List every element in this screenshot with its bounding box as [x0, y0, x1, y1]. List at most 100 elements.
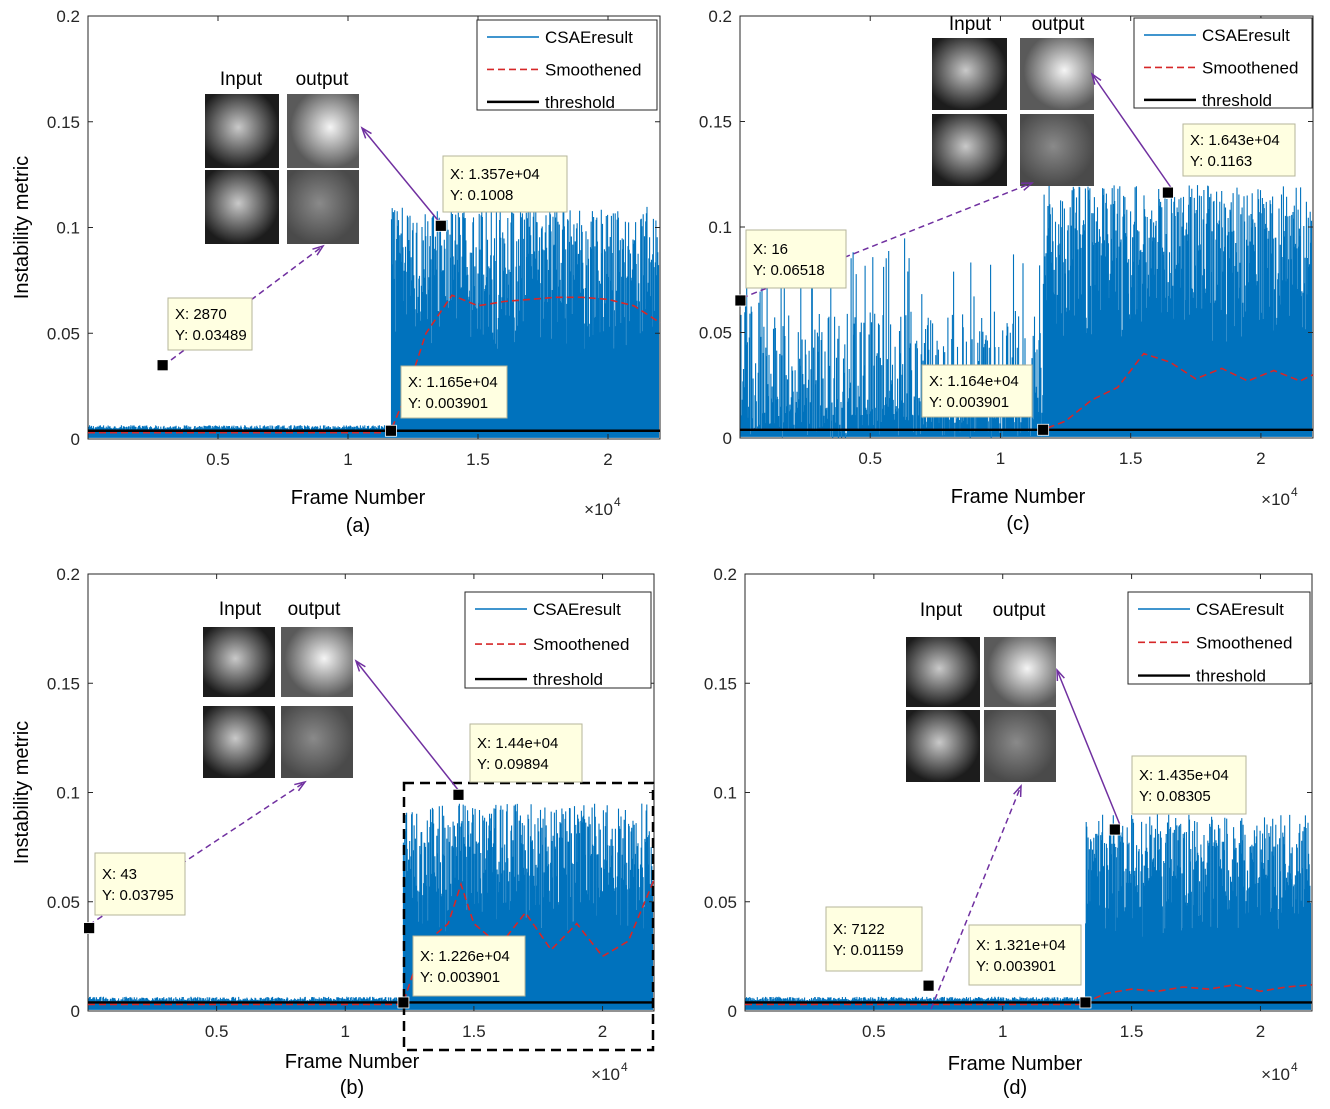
inset-label-output: output [296, 69, 350, 90]
datatip-box [412, 935, 526, 997]
y-axis-label: Instability metric [11, 721, 33, 864]
datatip-y: Y: 0.01159 [833, 942, 904, 959]
datatip-x: X: 2870 [175, 306, 227, 323]
datatip-box [745, 229, 847, 289]
x-tick-label: 0.5 [206, 450, 230, 469]
arrow-head [1056, 667, 1065, 682]
panel-caption: (b) [340, 1077, 364, 1099]
x-tick-label: 2 [1256, 449, 1265, 468]
y-tick-label: 0.05 [704, 893, 737, 912]
datatip-y: Y: 0.03795 [102, 887, 174, 904]
datatip-marker [434, 219, 447, 232]
datatip-y: Y: 0.1008 [450, 187, 513, 204]
legend-label-csae: CSAEresult [1196, 600, 1284, 619]
legend-label-smoothened: Smoothened [533, 635, 629, 654]
datatip: X: 43 Y: 0.03795 [83, 852, 186, 934]
legend-label-csae: CSAEresult [533, 600, 621, 619]
input-image-bottom [203, 706, 275, 778]
datatip: X: 1.164e+04 Y: 0.003901 [921, 364, 1050, 436]
legend-label-smoothened: Smoothened [1202, 58, 1298, 77]
y-tick-label: 0.15 [47, 674, 80, 693]
datatip-marker [384, 424, 397, 437]
output-image-bottom [287, 170, 359, 244]
y-tick-label: 0.15 [704, 674, 737, 693]
arrow-head [1013, 783, 1022, 798]
arrow-head [294, 780, 307, 792]
x-exponent-power: 4 [1291, 1060, 1298, 1074]
solid-arrow [355, 660, 460, 792]
x-tick-label: 0.5 [862, 1022, 886, 1041]
panel-caption: (d) [1003, 1077, 1027, 1099]
inset-images: Input output [932, 14, 1094, 186]
legend-label-threshold: threshold [545, 93, 615, 112]
legend: CSAEresult Smoothened threshold [464, 591, 652, 689]
legend-label-csae: CSAEresult [545, 28, 633, 47]
y-tick-label: 0 [723, 429, 732, 448]
x-exponent-power: 4 [614, 495, 621, 509]
datatip: X: 1.643e+04 Y: 0.1163 [1162, 123, 1296, 199]
x-exponent-label: ×10 [584, 500, 613, 519]
inset-label-output: output [993, 600, 1047, 621]
output-image-bottom [984, 710, 1056, 782]
y-tick-label: 0.1 [56, 219, 80, 238]
datatip-marker [734, 294, 747, 307]
x-tick-label: 2 [598, 1022, 607, 1041]
output-image-top [287, 94, 359, 168]
solid-arrow [361, 127, 442, 225]
arrow-head [1020, 182, 1035, 191]
y-tick-label: 0.2 [56, 565, 80, 584]
solid-arrow [1091, 73, 1173, 190]
arrow-head [354, 659, 366, 672]
datatip-box [1131, 755, 1247, 815]
inset-label-output: output [288, 599, 342, 620]
x-exponent-power: 4 [621, 1060, 628, 1074]
datatip: X: 1.165e+04 Y: 0.003901 [384, 365, 508, 437]
output-image-top [984, 637, 1056, 707]
datatip: X: 1.357e+04 Y: 0.1008 [434, 155, 568, 232]
y-tick-label: 0.1 [713, 784, 737, 803]
x-tick-label: 1 [343, 450, 352, 469]
datatip-box [825, 906, 923, 972]
x-tick-label: 1.5 [1120, 1022, 1144, 1041]
datatip-y: Y: 0.003901 [929, 394, 1009, 411]
x-tick-label: 1.5 [1119, 449, 1143, 468]
datatip-x: X: 1.226e+04 [420, 948, 510, 965]
datatip-x: X: 1.357e+04 [450, 166, 540, 183]
legend: CSAEresult Smoothened threshold [1127, 591, 1311, 686]
datatip-box [968, 924, 1082, 986]
datatip-x: X: 1.165e+04 [408, 374, 498, 391]
y-tick-label: 0.15 [699, 113, 732, 132]
datatip: X: 1.321e+04 Y: 0.003901 [968, 924, 1092, 1009]
output-image-bottom [281, 706, 353, 778]
output-image-bottom [1020, 114, 1094, 186]
datatip-marker [1108, 823, 1121, 836]
inset-label-input: Input [219, 599, 262, 620]
x-exponent-label: ×10 [1261, 490, 1290, 509]
inset-label-input: Input [920, 600, 963, 621]
arrow-head [312, 244, 325, 256]
y-axis-label: Instability metric [11, 156, 33, 299]
datatip-x: X: 1.435e+04 [1139, 767, 1229, 784]
datatip-x: X: 1.164e+04 [929, 373, 1019, 390]
inset-label-input: Input [949, 14, 992, 35]
datatip-marker [452, 788, 465, 801]
x-axis-label: Frame Number [948, 1053, 1083, 1075]
inset-label-input: Input [220, 69, 263, 90]
input-image-top [932, 38, 1007, 110]
y-tick-label: 0.2 [713, 565, 737, 584]
solid-arrow [1056, 669, 1121, 826]
x-axis-label: Frame Number [291, 487, 426, 509]
y-tick-label: 0 [71, 430, 80, 449]
y-tick-label: 0.05 [47, 893, 80, 912]
panel-2: 0 0.05 0.1 0.15 0.2 0.5 1 1.5 2 ×10 4 Frame Number I… [11, 565, 655, 1099]
datatip-marker [83, 922, 96, 934]
datatip-marker [1079, 996, 1092, 1009]
input-image-top [205, 94, 279, 168]
x-tick-label: 1.5 [466, 450, 490, 469]
input-image-bottom [932, 114, 1007, 186]
legend: CSAEresult Smoothened threshold [476, 19, 658, 112]
legend-box [1133, 17, 1313, 109]
datatip-box [442, 155, 568, 213]
inset-images: Input output [205, 69, 359, 244]
